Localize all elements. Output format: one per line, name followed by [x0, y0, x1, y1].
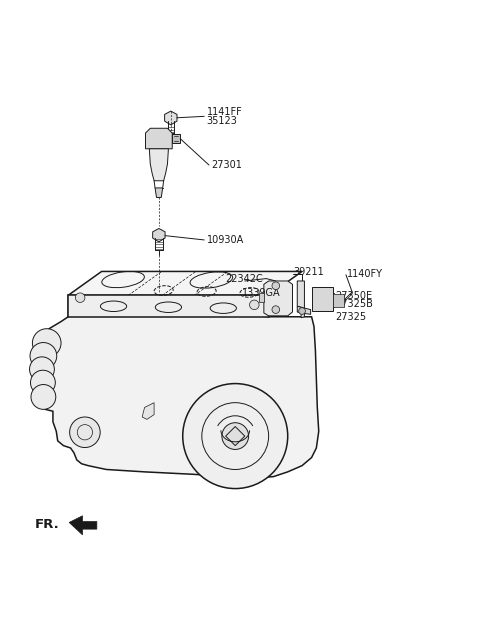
- Circle shape: [31, 384, 56, 409]
- Text: 27325: 27325: [336, 312, 367, 322]
- Polygon shape: [68, 271, 302, 295]
- Text: 22342C: 22342C: [226, 273, 264, 283]
- Text: 1141FF: 1141FF: [206, 107, 242, 117]
- Circle shape: [33, 329, 61, 358]
- Polygon shape: [172, 135, 180, 143]
- Polygon shape: [264, 281, 292, 316]
- Circle shape: [183, 384, 288, 489]
- Polygon shape: [142, 402, 154, 419]
- Circle shape: [299, 308, 305, 314]
- Polygon shape: [68, 295, 269, 317]
- Circle shape: [222, 422, 249, 449]
- Text: 39211: 39211: [293, 268, 324, 278]
- Polygon shape: [149, 149, 168, 181]
- Circle shape: [272, 282, 280, 290]
- Polygon shape: [145, 129, 172, 149]
- Circle shape: [75, 293, 85, 303]
- Text: 27325B: 27325B: [336, 300, 373, 310]
- Text: 10930A: 10930A: [206, 235, 244, 245]
- Polygon shape: [259, 293, 264, 303]
- Circle shape: [31, 370, 55, 395]
- Text: 27350E: 27350E: [336, 291, 372, 301]
- Circle shape: [30, 357, 54, 382]
- Text: 27301: 27301: [211, 160, 242, 170]
- Polygon shape: [69, 516, 97, 535]
- Text: 35123: 35123: [206, 116, 238, 126]
- Polygon shape: [297, 281, 304, 318]
- Circle shape: [250, 300, 259, 310]
- Polygon shape: [153, 228, 165, 242]
- Circle shape: [70, 417, 100, 447]
- FancyBboxPatch shape: [312, 287, 333, 311]
- Text: FR.: FR.: [35, 518, 60, 531]
- Polygon shape: [155, 188, 163, 197]
- Text: 1339GA: 1339GA: [242, 288, 281, 298]
- Circle shape: [272, 306, 280, 313]
- FancyBboxPatch shape: [333, 294, 344, 307]
- Circle shape: [30, 343, 57, 369]
- Polygon shape: [165, 111, 177, 125]
- Text: 1140FY: 1140FY: [347, 269, 383, 279]
- Polygon shape: [297, 306, 311, 314]
- Polygon shape: [39, 295, 319, 478]
